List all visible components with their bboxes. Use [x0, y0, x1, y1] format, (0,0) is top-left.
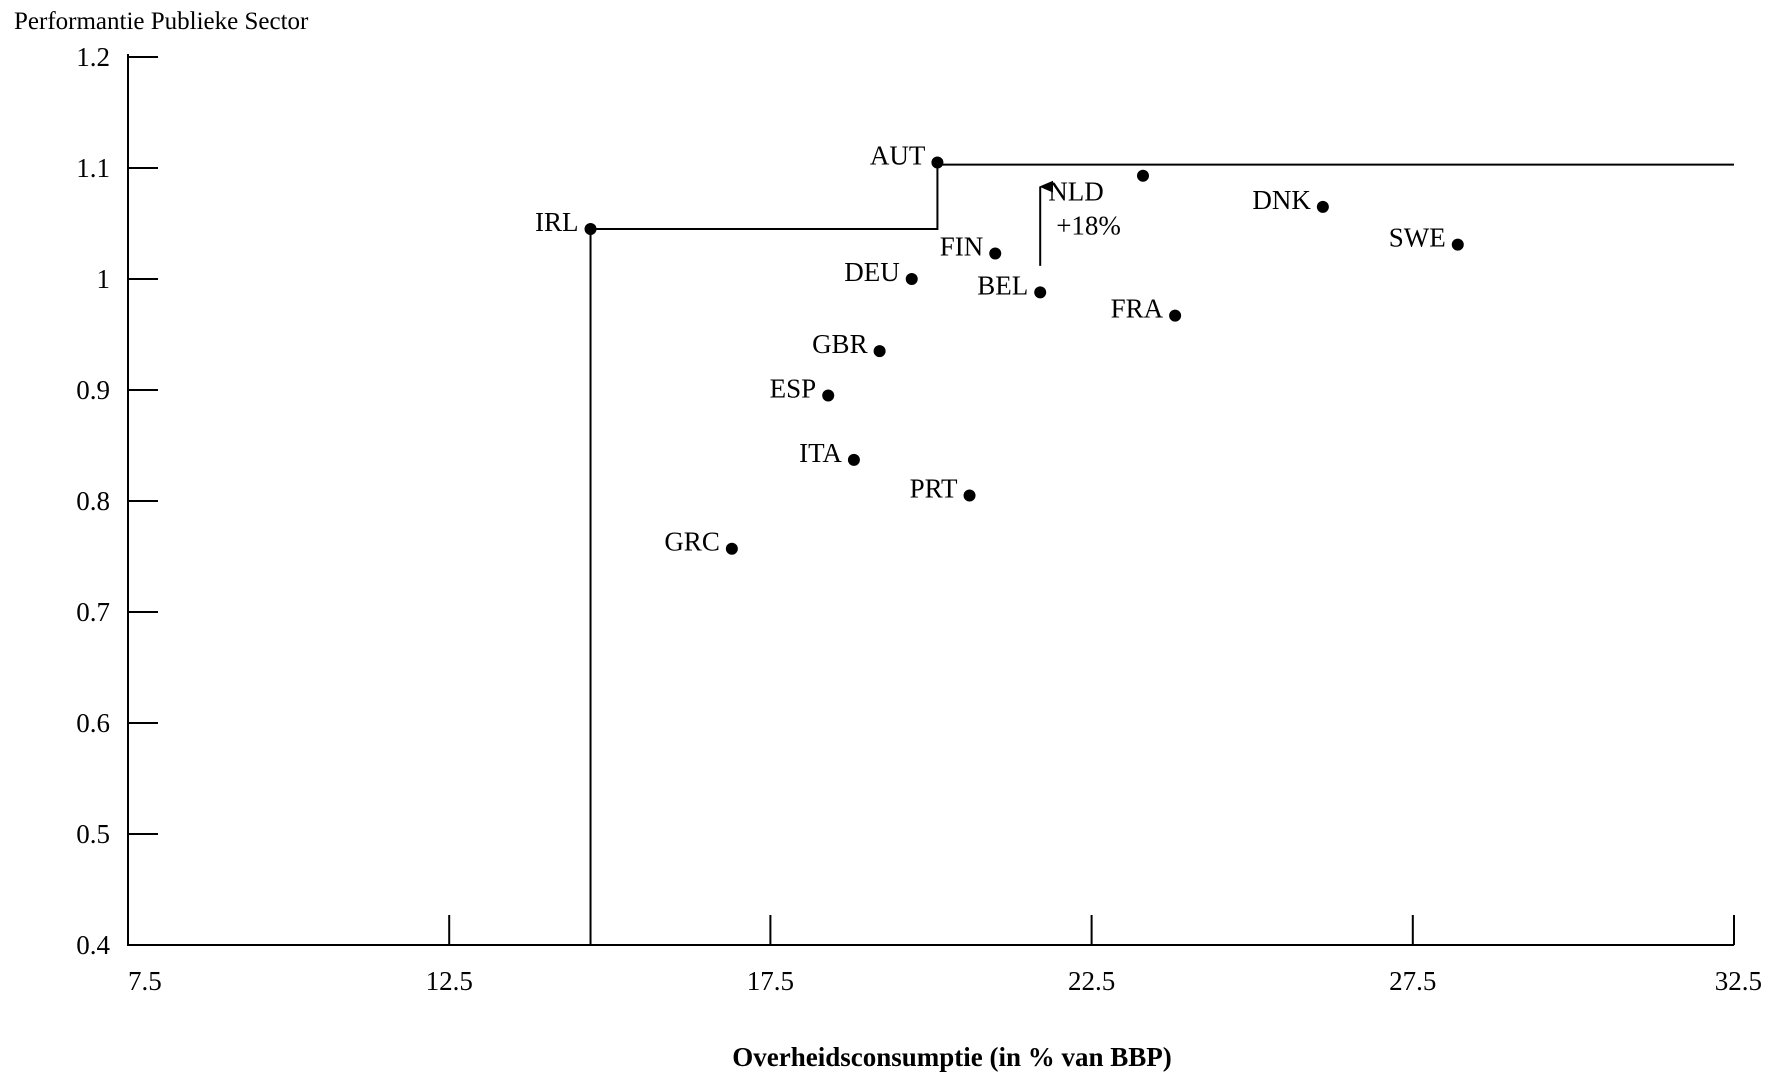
y-tick-label: 0.8: [76, 486, 110, 516]
point-label-prt: PRT: [910, 473, 958, 503]
point-label-swe: SWE: [1389, 223, 1446, 253]
y-tick-label: 0.6: [76, 708, 110, 738]
point-label-bel: BEL: [977, 270, 1028, 300]
data-point-ita: [847, 453, 860, 466]
point-label-deu: DEU: [844, 257, 900, 287]
data-point-fra: [1169, 309, 1182, 322]
y-tick-label: 0.7: [76, 597, 110, 627]
x-axis-ticks: 7.5 12.5 17.5 22.5 27.5 32.5: [128, 915, 1762, 996]
point-label-aut: AUT: [870, 140, 926, 170]
data-point-swe: [1451, 238, 1464, 251]
y-axis-ticks: 0.4 0.5 0.6 0.7 0.8 0.9 1 1.1 1.2: [76, 42, 158, 960]
data-point-deu: [905, 273, 918, 285]
efficiency-frontier-line: [589, 163, 1734, 945]
y-axis-title: Performantie Publieke Sector: [14, 8, 309, 35]
x-tick-label: 22.5: [1068, 966, 1115, 996]
data-point-aut: [931, 156, 944, 169]
point-label-esp: ESP: [770, 374, 817, 404]
point-label-dnk: DNK: [1252, 185, 1311, 215]
data-point-grc: [725, 542, 738, 555]
data-point-bel: [1034, 286, 1047, 299]
x-axis-title: Overheidsconsumptie (in % van BBP): [732, 1042, 1172, 1072]
nld-improvement-label: +18%: [1056, 211, 1121, 241]
x-tick-label: 17.5: [747, 966, 794, 996]
y-tick-label: 1.1: [76, 153, 110, 183]
point-label-fra: FRA: [1111, 294, 1164, 324]
y-tick-label: 0.4: [76, 930, 110, 960]
point-label-irl: IRL: [535, 207, 579, 237]
data-point-fin: [989, 247, 1002, 260]
data-point-esp: [822, 389, 835, 402]
data-points: IRL AUT DNK SWE FIN DEU BEL FRA GBR ESP ITA PRT GRC: [535, 140, 1464, 557]
point-label-ita: ITA: [799, 438, 842, 468]
point-label-gbr: GBR: [812, 329, 868, 359]
data-point: [1136, 169, 1149, 182]
x-tick-label: 12.5: [426, 966, 473, 996]
data-point-gbr: [873, 345, 886, 358]
x-tick-label: 27.5: [1389, 966, 1436, 996]
point-label-grc: GRC: [664, 527, 720, 557]
nld-label: NLD: [1048, 177, 1104, 207]
x-tick-label: 7.5: [128, 966, 162, 996]
x-tick-label: 32.5: [1715, 966, 1762, 996]
data-point-dnk: [1316, 200, 1329, 213]
y-tick-label: 1: [97, 264, 111, 294]
point-label-fin: FIN: [940, 231, 984, 261]
y-tick-label: 0.5: [76, 819, 110, 849]
data-point-irl: [584, 223, 597, 236]
data-point-prt: [963, 489, 976, 502]
y-tick-label: 1.2: [76, 42, 110, 72]
y-tick-label: 0.9: [76, 375, 110, 405]
